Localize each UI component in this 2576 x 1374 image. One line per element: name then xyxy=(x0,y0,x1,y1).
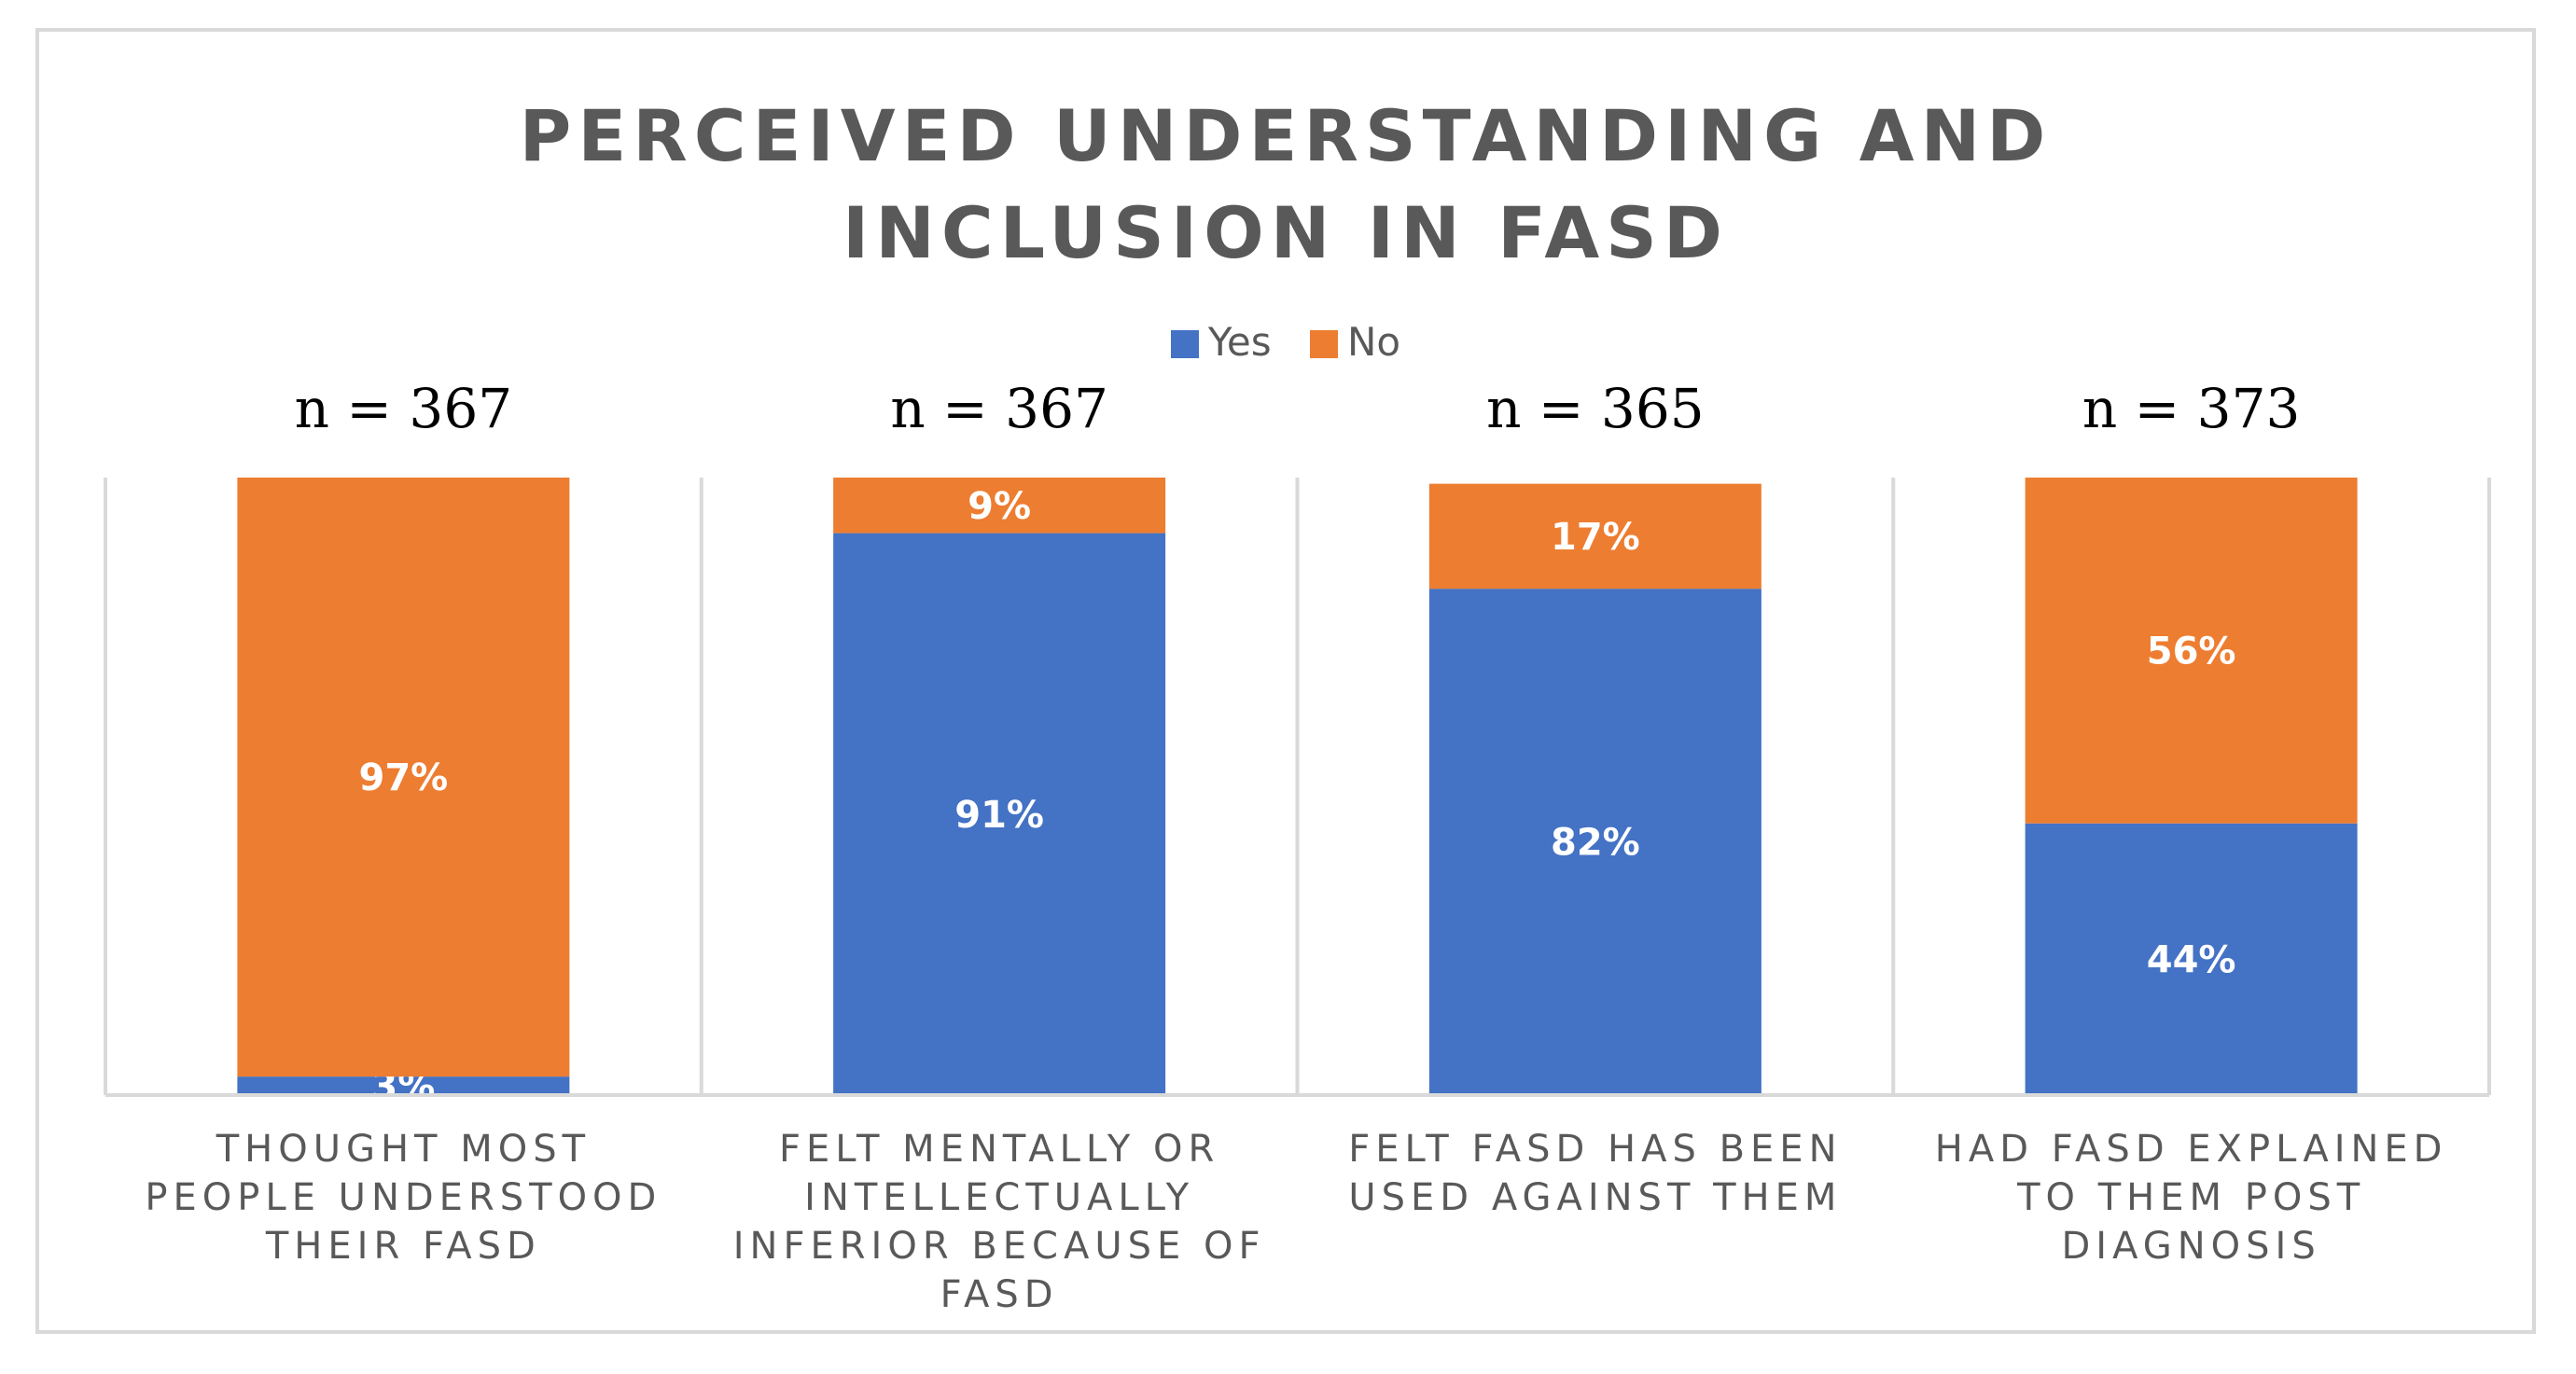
sample-size-label-0: n = 367 xyxy=(295,377,513,440)
chart-legend: Yes No xyxy=(39,319,2532,366)
category-label-3: HAD FASD EXPLAINED TO THEM POST DIAGNOSIS xyxy=(1893,1125,2490,1270)
sample-size-label-1: n = 367 xyxy=(890,377,1108,440)
category-label-0-line-1: PEOPLE UNDERSTOOD xyxy=(145,1176,662,1219)
legend-label-no: No xyxy=(1347,319,1401,365)
chart-title-line-1: PERCEIVED UNDERSTANDING AND xyxy=(519,94,2053,177)
category-label-2: FELT FASD HAS BEEN USED AGAINST THEM xyxy=(1297,1125,1894,1222)
category-label-3-line-2: DIAGNOSIS xyxy=(2061,1225,2321,1268)
chart-title: PERCEIVED UNDERSTANDING AND INCLUSION IN… xyxy=(39,88,2532,282)
data-label-yes-3: 44% xyxy=(2147,938,2236,981)
category-label-0-line-2: THEIR FASD xyxy=(265,1225,541,1268)
sample-size-label-2: n = 365 xyxy=(1486,377,1705,440)
legend-item-no: No xyxy=(1310,319,1400,366)
bar-yes-3 xyxy=(2025,823,2358,1095)
category-label-1-line-2: INFERIOR BECAUSE OF xyxy=(732,1225,1266,1268)
data-label-yes-1: 91% xyxy=(954,794,1044,837)
category-label-0: THOUGHT MOST PEOPLE UNDERSTOOD THEIR FASD xyxy=(104,1125,702,1270)
category-label-0-line-0: THOUGHT MOST xyxy=(216,1128,592,1171)
legend-swatch-no xyxy=(1310,330,1339,358)
data-label-no-3: 56% xyxy=(2147,630,2236,673)
category-label-2-line-1: USED AGAINST THEM xyxy=(1348,1176,1843,1219)
bar-yes-2 xyxy=(1428,589,1761,1095)
legend-swatch-yes xyxy=(1170,330,1199,358)
data-label-no-0: 97% xyxy=(359,756,449,799)
legend-label-yes: Yes xyxy=(1207,319,1272,365)
bar-no-1 xyxy=(833,478,1166,534)
bar-no-3 xyxy=(2025,478,2358,824)
data-label-no-1: 9% xyxy=(968,485,1031,528)
data-label-yes-2: 82% xyxy=(1551,822,1640,865)
bar-no-2 xyxy=(1428,483,1761,590)
category-label-1-line-1: INTELLECTUALLY xyxy=(804,1176,1195,1219)
chart-title-line-2: INCLUSION IN FASD xyxy=(842,191,1729,274)
category-label-3-line-0: HAD FASD EXPLAINED xyxy=(1934,1128,2448,1171)
bar-no-0 xyxy=(237,478,570,1077)
legend-item-yes: Yes xyxy=(1170,319,1272,366)
category-label-2-line-0: FELT FASD HAS BEEN xyxy=(1348,1128,1843,1171)
category-label-3-line-1: TO THEM POST xyxy=(2017,1176,2366,1219)
bar-yes-1 xyxy=(833,533,1166,1095)
category-label-1: FELT MENTALLY OR INTELLECTUALLY INFERIOR B… xyxy=(701,1125,1298,1319)
bar-yes-0 xyxy=(237,1076,570,1095)
category-label-1-line-0: FELT MENTALLY OR xyxy=(778,1128,1220,1171)
data-label-no-2: 17% xyxy=(1551,516,1640,559)
sample-size-label-3: n = 373 xyxy=(2082,377,2301,440)
category-label-1-line-3: FASD xyxy=(940,1273,1059,1316)
